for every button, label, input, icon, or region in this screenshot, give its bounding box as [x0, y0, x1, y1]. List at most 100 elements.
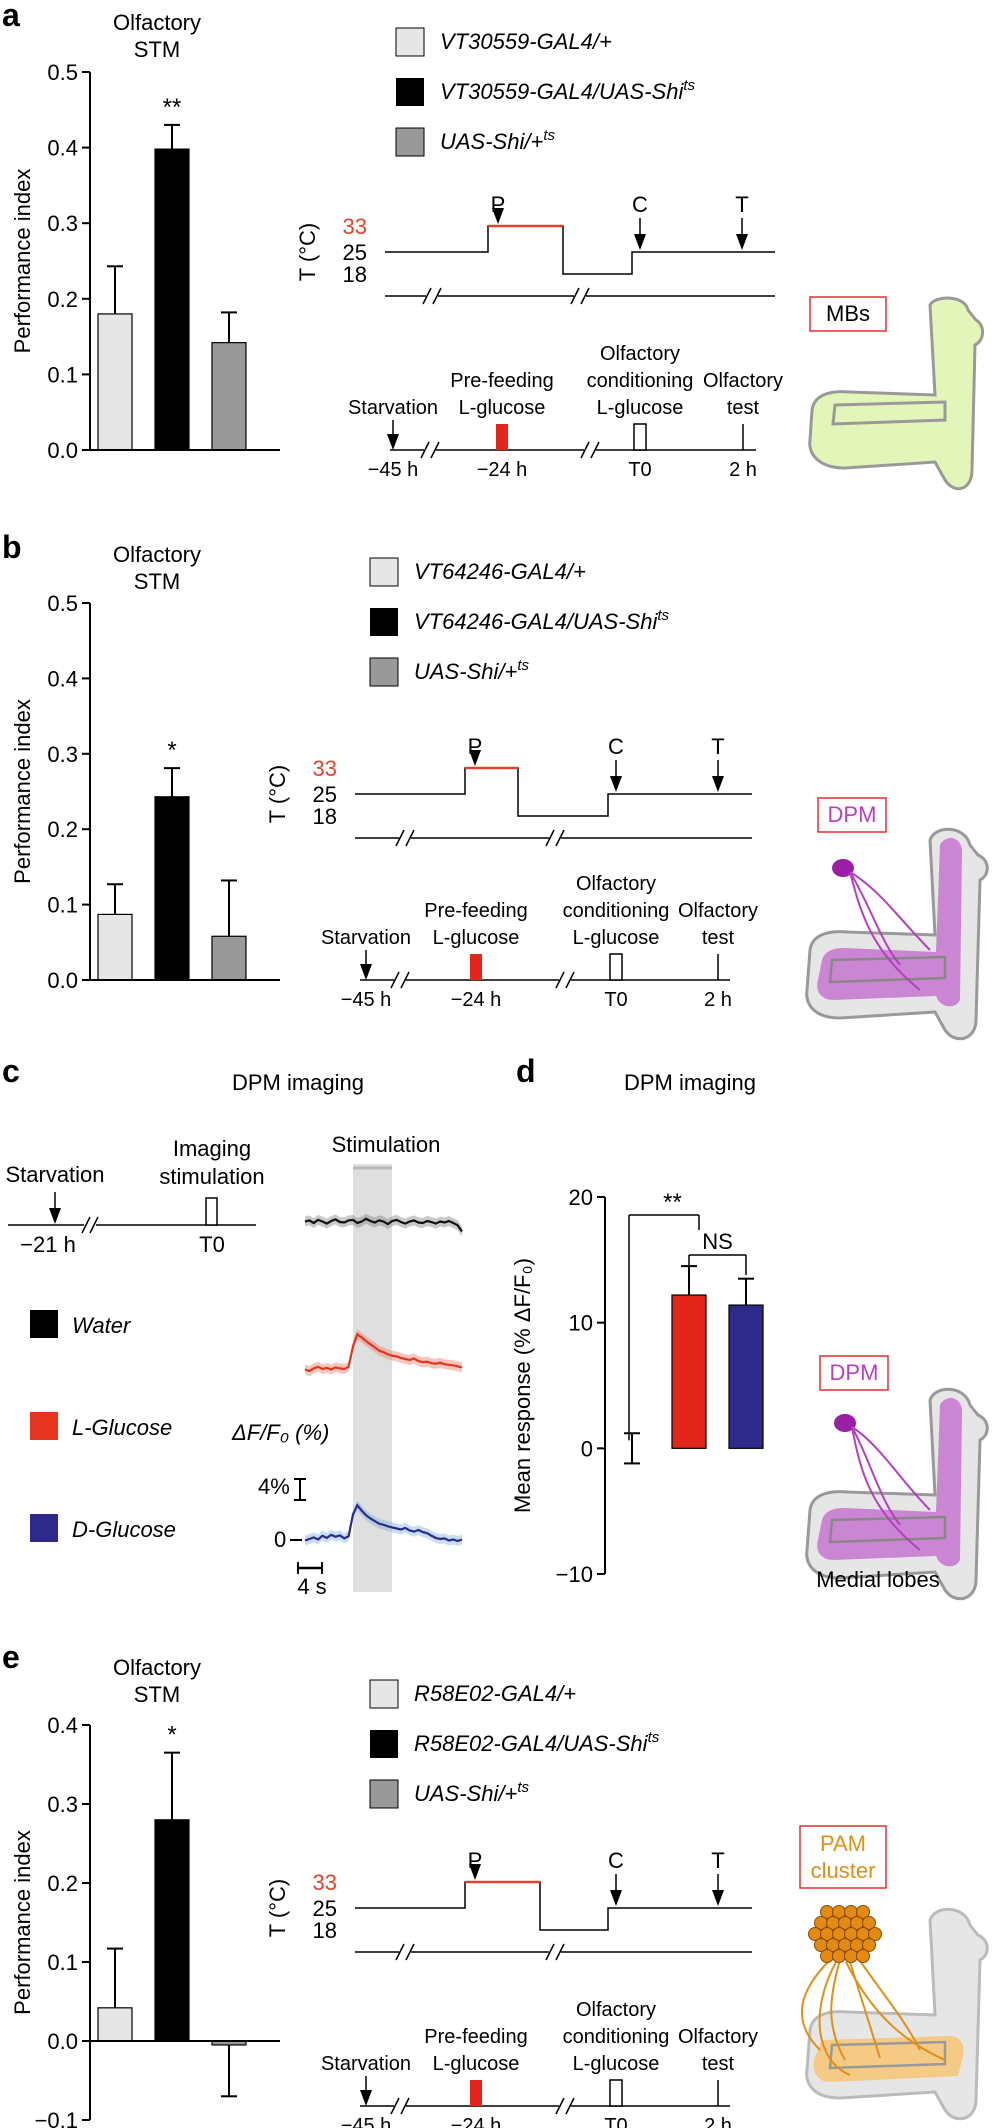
neuron-label-box [817, 797, 887, 833]
axis-break-gap [574, 293, 586, 299]
legend-label: UAS-Shi/+ts [440, 127, 555, 154]
timeline-event-label: Pre-feeding [450, 370, 553, 392]
legend-label: UAS-Shi/+ts [414, 1779, 529, 1806]
legend-swatch [395, 127, 425, 157]
axis-break [395, 829, 415, 847]
protocol-arrow-label: C [608, 1848, 624, 1873]
temperature-trace [355, 1881, 752, 1931]
legend-swatch [396, 78, 424, 106]
y-tick-label: 20 [569, 1185, 593, 1210]
timeline-event-label: L-glucose [573, 927, 660, 949]
timeline-event-label: Imaging [173, 1136, 251, 1161]
prefeeding-marker [496, 424, 508, 450]
dpm-soma [834, 1414, 856, 1432]
pam-illustration: PAM cluster [799, 1825, 989, 2121]
protocol-arrow-label: T [735, 192, 748, 217]
chart-d: −10 0 10 20 Mean response (% ΔF/F₀) DPM imagi… [510, 1070, 764, 1587]
stimulation-label: Stimulation [332, 1132, 441, 1157]
axis-break [81, 1216, 99, 1234]
legend-label: Water [72, 1313, 132, 1338]
protocol-arrow-head [610, 1890, 622, 1906]
panel-c: c DPM imaging Starvation Imaging stimula… [2, 1053, 463, 1599]
temperature-trace [385, 225, 775, 275]
protocol-arrow-label: C [608, 734, 624, 759]
temperature-tick-label: 25 [343, 240, 367, 265]
dpm-soma [832, 859, 854, 877]
timeline-event-label: L-glucose [573, 2053, 660, 2075]
timeline-event-label: test [727, 397, 760, 419]
dpm-neurite [849, 871, 931, 991]
pam-neurites [801, 1957, 946, 2076]
timeline-time-label: T0 [604, 989, 627, 1011]
protocol-arrow-head [634, 234, 646, 250]
axis-break [555, 2097, 575, 2115]
protocol-arrow-head [469, 750, 481, 766]
timeline-time-label: 2 h [729, 459, 757, 481]
arrow-head [49, 1208, 61, 1224]
timeline-time-label: −24 h [451, 2115, 502, 2128]
y-tick-label: 0.3 [47, 211, 78, 236]
pam-soma [868, 1927, 882, 1941]
timeline-time-label: −45 h [368, 459, 419, 481]
timeline-time-label: 2 h [704, 2115, 732, 2128]
chart-title: STM [134, 1682, 180, 1707]
conditioning-marker [609, 2079, 623, 2107]
legend-c: Water L-Glucose D-Glucose [30, 1310, 176, 1542]
timeline-time-label: T0 [199, 1232, 225, 1257]
mushroom-body-lobe [828, 1515, 947, 1544]
y-tick-label: 0.1 [47, 1950, 78, 1975]
mb-illustration: MBs [808, 296, 985, 491]
legend-label: VT64246-GAL4/UAS-Shits [414, 607, 670, 634]
significance-label: ** [663, 1189, 682, 1216]
axis-break-gap [549, 1949, 561, 1955]
dpm-innervation [817, 838, 962, 1007]
temperature-tick-label: 25 [313, 1896, 337, 1921]
timeline-a: Starvation Pre-feeding L-glucose Olfactory c… [348, 343, 783, 481]
conditioning-marker [633, 423, 647, 451]
y-tick-label: 0.0 [47, 968, 78, 993]
temperature-tick-label: 33 [343, 214, 367, 239]
timeline-time-label: −45 h [341, 989, 392, 1011]
y-tick-label: 0.5 [47, 60, 78, 85]
timeline-time-label: −24 h [477, 459, 528, 481]
significance-label: * [167, 737, 176, 764]
protocol-arrow-head [610, 776, 622, 792]
bar [154, 796, 190, 981]
pam-innervation [813, 2036, 964, 2082]
timeline-e: Starvation Pre-feeding L-glucose Olfactory c… [321, 1999, 758, 2128]
timeline-event-label: L-glucose [459, 397, 546, 419]
axis-break-gap [394, 977, 406, 983]
panel-letter-b: b [2, 529, 22, 565]
temperature-tick-label: 33 [313, 1870, 337, 1895]
legend-label: D-Glucose [72, 1517, 176, 1542]
arrow-head [387, 434, 399, 450]
y-tick-label: 0.0 [47, 438, 78, 463]
timeline-time-label: −45 h [341, 2115, 392, 2128]
bar [97, 313, 133, 451]
mushroom-body-lobe [831, 400, 947, 426]
y-tick-label: 0.0 [47, 2029, 78, 2054]
legend-b: VT64246-GAL4/+ VT64246-GAL4/UAS-Shits UA… [369, 557, 670, 687]
protocol-arrow-head [712, 776, 724, 792]
y-tick-label: 0.1 [47, 893, 78, 918]
bar [728, 1304, 764, 1449]
temperature-axis-label: T (°C) [265, 1879, 290, 1938]
timeline-event-label: Pre-feeding [424, 900, 527, 922]
timeline-event-label: L-glucose [433, 2053, 520, 2075]
timeline-event-label: stimulation [159, 1164, 264, 1189]
timeline-time-label: T0 [628, 459, 651, 481]
protocol-arrow-label: T [711, 734, 724, 759]
y-tick-label: 0.2 [47, 287, 78, 312]
pam-soma [832, 1949, 846, 1963]
trace-water [304, 1217, 463, 1233]
legend-label: L-Glucose [72, 1415, 172, 1440]
trace-l-glucose [304, 1332, 463, 1373]
timeline-event-label: conditioning [563, 2026, 670, 2048]
y-tick-label: 0.4 [47, 1713, 78, 1738]
timeline-time-label: 2 h [704, 989, 732, 1011]
protocol-arrow-head [469, 1864, 481, 1880]
axis-break [555, 971, 575, 989]
y-tick-label: 0.4 [47, 136, 78, 161]
legend-label: VT30559-GAL4/+ [440, 29, 612, 54]
